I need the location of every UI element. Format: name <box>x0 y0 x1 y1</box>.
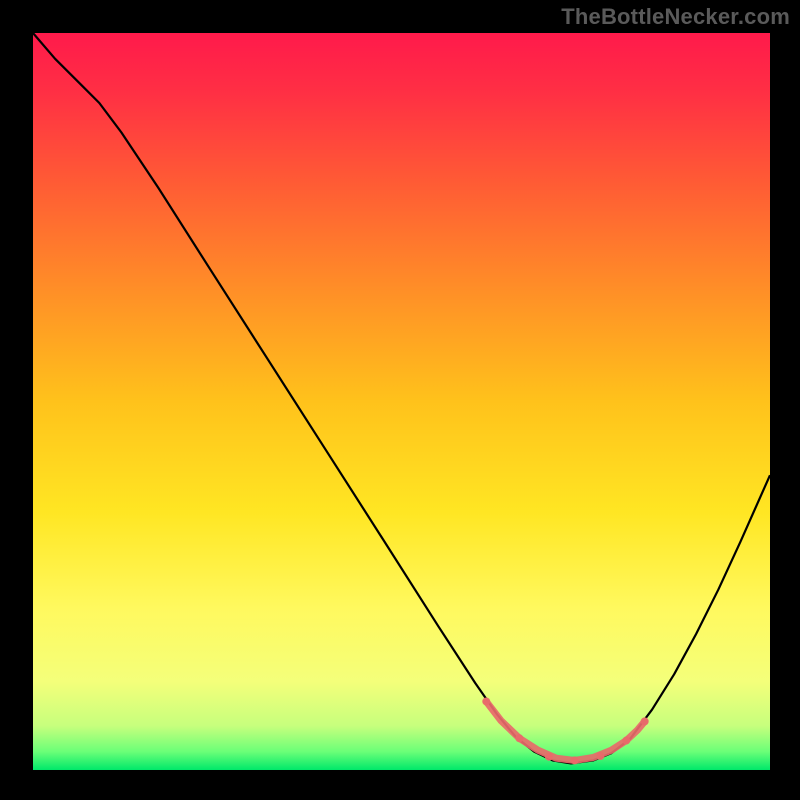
plot-area <box>33 33 770 770</box>
valley-dot <box>571 756 579 764</box>
valley-dot <box>515 734 523 742</box>
valley-dot <box>482 697 490 705</box>
watermark-text: TheBottleNecker.com <box>561 4 790 30</box>
valley-dot <box>622 737 630 745</box>
bottleneck-curve <box>33 33 770 763</box>
curve-layer <box>33 33 770 770</box>
valley-dot <box>545 753 553 761</box>
valley-dot <box>641 717 649 725</box>
valley-highlight-line <box>486 701 644 760</box>
valley-dot <box>596 752 604 760</box>
chart-container: { "watermark": { "text": "TheBottleNecke… <box>0 0 800 800</box>
